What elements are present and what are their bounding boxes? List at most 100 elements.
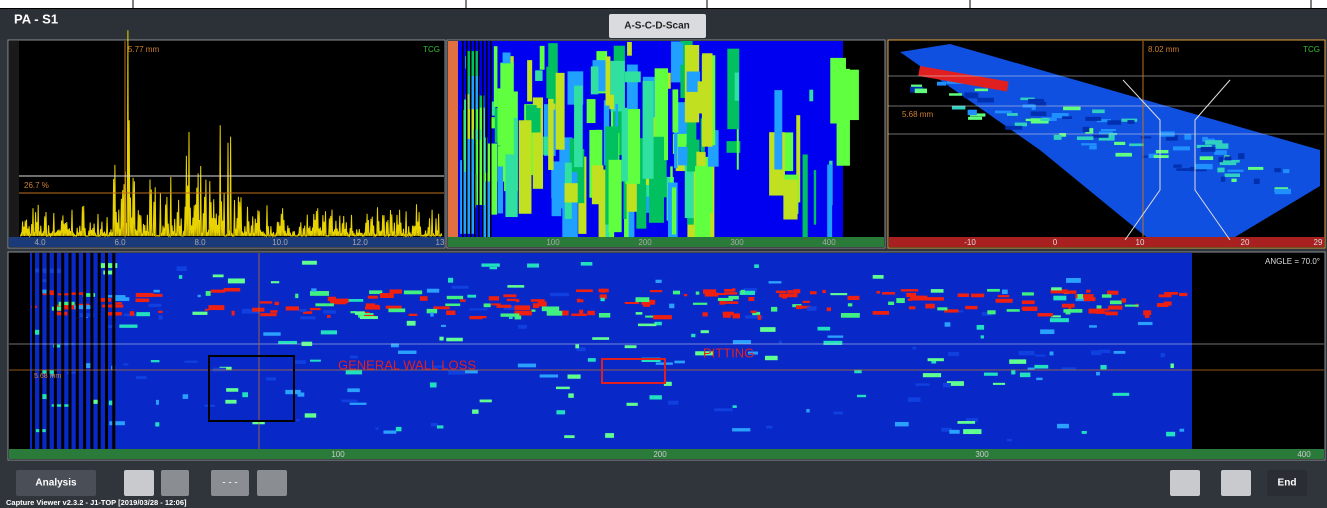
dscan-stripe (112, 253, 115, 449)
dscan-stripe (76, 253, 79, 449)
dscan-cell (1011, 370, 1015, 375)
dscan-cell (1138, 322, 1152, 325)
dscan-cell (1036, 378, 1042, 380)
dscan-stripe (98, 253, 101, 449)
dscan-cell (965, 306, 977, 309)
sscan-cell (1015, 123, 1027, 127)
cscan-cell (500, 63, 513, 155)
sscan-cell (1092, 134, 1108, 137)
dscan-cell (912, 347, 916, 350)
dscan-cell (310, 291, 329, 296)
analysis-label: Analysis (35, 478, 77, 489)
sscan-cell (1254, 179, 1260, 185)
dscan-cell (490, 267, 497, 269)
cscan-cell (774, 90, 782, 169)
dscan-cell (156, 400, 159, 405)
dscan-cell (760, 327, 775, 332)
dscan-cell (260, 301, 272, 303)
dscan-cell (278, 341, 297, 344)
dscan-cell (684, 294, 687, 296)
cscan-cell (609, 95, 614, 109)
dscan-stripe (32, 253, 35, 449)
dscan-cell (1170, 363, 1173, 368)
dscan-cell (1114, 351, 1126, 354)
dscan-cell (368, 296, 378, 299)
dscan-cell (605, 433, 614, 438)
dscan-cell (130, 311, 134, 316)
dscan-cell (177, 266, 187, 271)
dscan-cell (1099, 309, 1110, 311)
camera-button[interactable] (1221, 470, 1251, 496)
axis-label: 300 (975, 450, 989, 459)
cscan-cell (827, 165, 832, 237)
dscan-cell (925, 304, 935, 309)
dscan-cell (896, 298, 905, 303)
dscan-cell (945, 322, 951, 326)
dscan-cell (252, 308, 264, 312)
axis-label: -10 (964, 238, 976, 247)
dscan-cell (1102, 294, 1112, 297)
title: PA - S1 (14, 11, 58, 26)
dscan-cell (115, 302, 122, 304)
dscan-cell (830, 293, 847, 295)
dscan-cell (1157, 303, 1169, 307)
dscan-cell (158, 311, 163, 313)
cscan-cell (698, 81, 704, 113)
dscan-cell (841, 313, 860, 318)
dscan-cell (531, 309, 535, 311)
cscan-cell (543, 137, 548, 155)
sscan-cell (1214, 150, 1226, 155)
depth-label: 5.68 mm (902, 110, 933, 119)
dscan-cell (793, 289, 800, 293)
ascan-ruler (9, 41, 19, 237)
cscan-stripe (474, 41, 476, 237)
next-button[interactable] (257, 470, 287, 496)
tab-label[interactable]: A-S-C-D-Scan (624, 21, 690, 32)
dscan-cell (1037, 313, 1052, 316)
dscan-stripe (47, 253, 50, 449)
dscan-cell (1057, 424, 1069, 429)
dscan-cell (848, 303, 852, 306)
dscan-cell (341, 400, 357, 403)
dscan-cell (668, 401, 678, 405)
dscan-cell (396, 427, 402, 431)
sscan-cell (1176, 168, 1192, 171)
cscan-cell (678, 147, 688, 166)
dscan-cell (600, 298, 604, 301)
dscan-stripe (54, 253, 57, 449)
list-button[interactable] (124, 470, 154, 496)
cscan-axis (448, 237, 884, 247)
prev-button[interactable] (161, 470, 189, 496)
dscan-cell (1179, 293, 1187, 296)
dscan-cell (1077, 294, 1083, 299)
dscan-cell (996, 299, 1013, 303)
dscan-cell (1022, 300, 1035, 304)
cscan-cell (476, 108, 485, 205)
dscan-cell (109, 401, 113, 406)
sscan-cell (1054, 135, 1062, 140)
axis-label: 100 (331, 450, 345, 459)
dscan-cell (769, 281, 782, 283)
cscan-cell (548, 99, 553, 170)
sscan-cell (1028, 99, 1044, 104)
cscan-cell (609, 161, 614, 237)
dscan-cell (1002, 290, 1008, 294)
dscan-cell (645, 316, 654, 318)
dscan-cell (1063, 290, 1076, 293)
dscan-cell (908, 397, 921, 402)
axis-label: 4.0 (34, 238, 46, 247)
dscan-cell (822, 290, 825, 293)
dscan-cell (1023, 307, 1038, 311)
dscan-cell (625, 345, 637, 348)
notes-button[interactable] (1170, 470, 1200, 496)
top-strip (0, 0, 1327, 9)
dscan-cell (1096, 372, 1100, 376)
dscan-cell (656, 280, 662, 283)
dscan-cell (765, 356, 778, 360)
dscan-cell (963, 429, 981, 434)
dscan-cell (1113, 393, 1130, 396)
sscan-cell (1077, 136, 1094, 140)
cscan-stripe (478, 41, 480, 237)
sscan-cell (1031, 111, 1047, 115)
dscan-cell (714, 408, 732, 411)
